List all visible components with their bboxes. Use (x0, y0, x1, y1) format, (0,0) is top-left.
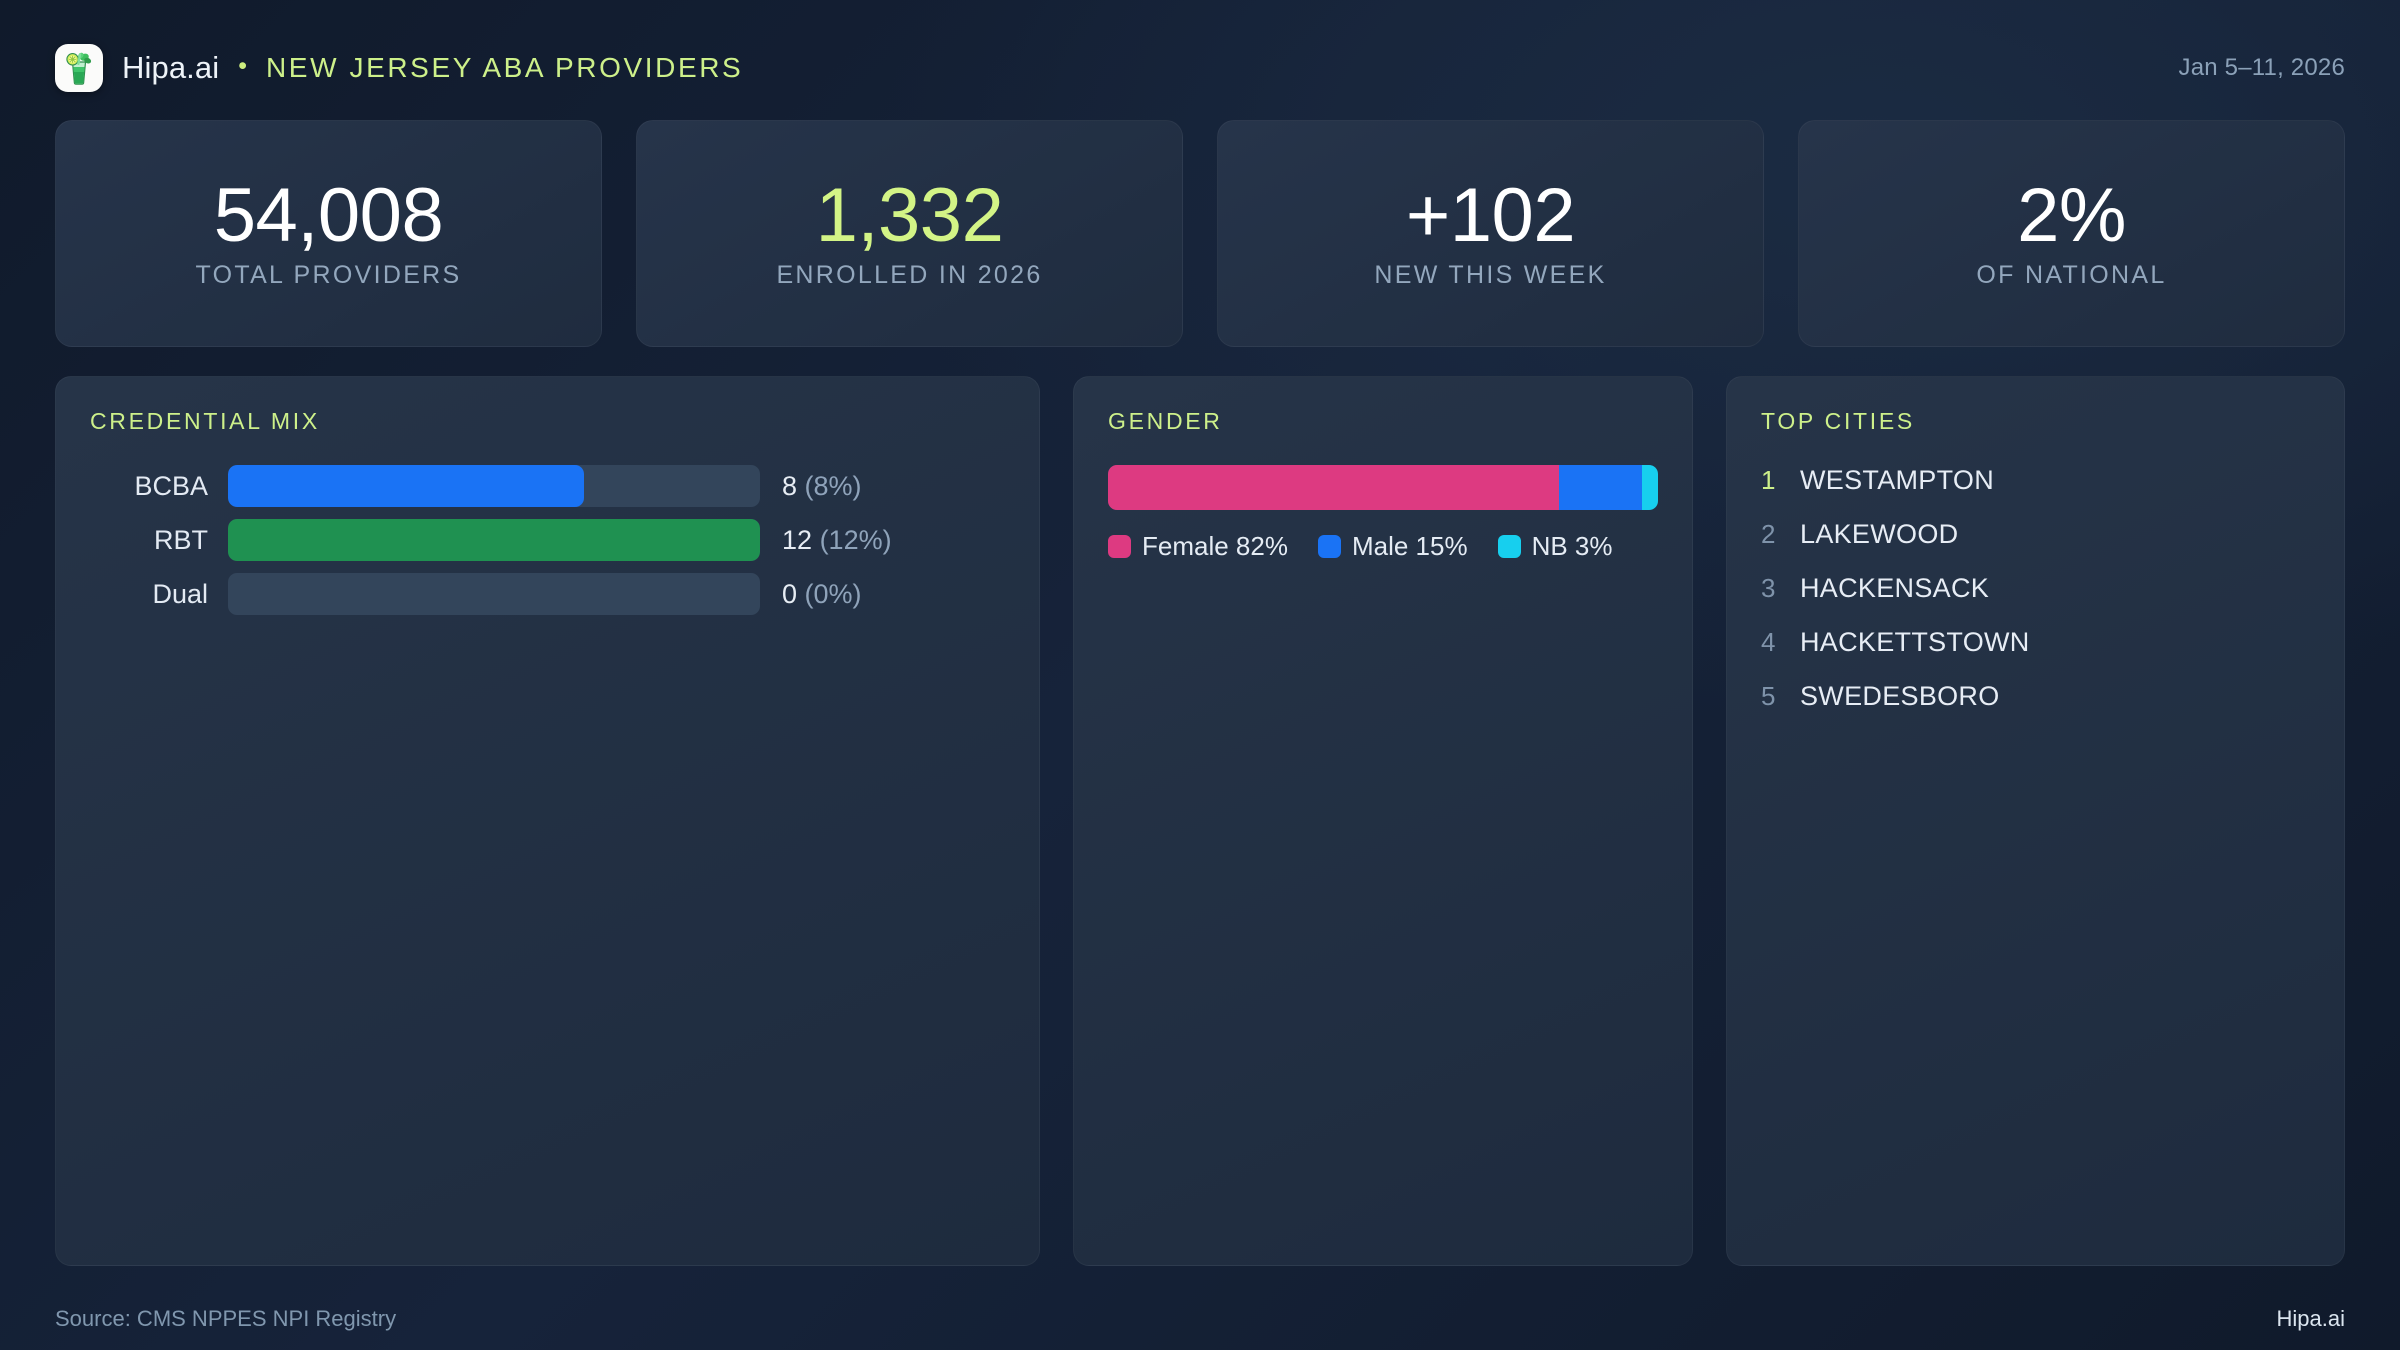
brand-name: Hipa.ai (122, 50, 220, 85)
kpi-label: TOTAL PROVIDERS (195, 260, 462, 289)
footer-brand: Hipa.ai (2276, 1306, 2345, 1331)
city-rank: 1 (1761, 465, 1776, 495)
credential-label: Dual (152, 578, 208, 609)
credential-percent: (12%) (819, 524, 892, 555)
kpi-card-of-national: 2% OF NATIONAL (1798, 120, 2345, 347)
credential-track (228, 465, 760, 507)
panel-gender: GENDER Female 82% Male 15% NB 3% (1073, 376, 1693, 1266)
credential-stat: 0 (0%) (760, 579, 862, 610)
legend-label: Male 15% (1351, 531, 1468, 561)
header: Hipa.ai • NEW JERSEY ABA PROVIDERS Jan 5… (55, 34, 2345, 102)
credential-label: BCBA (134, 470, 208, 501)
kpi-label: NEW THIS WEEK (1374, 260, 1607, 289)
kpi-card-enrolled: 1,332 ENROLLED IN 2026 (636, 120, 1183, 347)
gender-segment-nb (1641, 465, 1658, 510)
panel-credential-mix: CREDENTIAL MIX BCBA 8 (8%) RBT (55, 376, 1040, 1266)
footer-source: Source: CMS NPPES NPI Registry (55, 1306, 397, 1331)
brand-block: Hipa.ai • NEW JERSEY ABA PROVIDERS (55, 44, 743, 92)
gender-segment-male (1559, 465, 1642, 510)
city-name: LAKEWOOD (1800, 519, 1959, 549)
list-item: 2 LAKEWOOD (1761, 519, 2310, 561)
legend-item-male: Male 15% (1317, 531, 1468, 562)
kpi-row: 54,008 TOTAL PROVIDERS 1,332 ENROLLED IN… (55, 120, 2345, 347)
kpi-label: ENROLLED IN 2026 (776, 260, 1043, 289)
city-name: HACKETTSTOWN (1800, 627, 2030, 657)
credential-stat: 8 (8%) (760, 471, 862, 502)
city-list: 1 WESTAMPTON 2 LAKEWOOD 3 HACKENSACK 4 H… (1761, 465, 2310, 723)
kpi-card-new-this-week: +102 NEW THIS WEEK (1217, 120, 1764, 347)
gender-stacked-bar (1108, 465, 1658, 510)
credential-row: BCBA 8 (8%) (90, 465, 1005, 507)
gender-segment-female (1108, 465, 1559, 510)
legend-swatch-icon (1497, 535, 1521, 558)
kpi-value: +102 (1405, 173, 1576, 259)
list-item: 5 SWEDESBORO (1761, 681, 2310, 723)
legend-item-nb: NB 3% (1497, 531, 1613, 562)
panel-top-cities: TOP CITIES 1 WESTAMPTON 2 LAKEWOOD 3 HAC… (1726, 376, 2345, 1266)
credential-track (228, 573, 760, 615)
credential-count: 8 (782, 470, 798, 501)
gender-legend: Female 82% Male 15% NB 3% (1108, 531, 1658, 562)
legend-swatch-icon (1108, 535, 1131, 558)
credential-row: RBT 12 (12%) (90, 519, 1005, 561)
legend-swatch-icon (1317, 535, 1341, 558)
date-range: Jan 5–11, 2026 (2178, 54, 2345, 81)
city-rank: 3 (1761, 573, 1776, 603)
mojito-glass-icon (55, 44, 103, 92)
credential-stat: 12 (12%) (760, 525, 892, 556)
city-rank: 5 (1761, 681, 1776, 711)
kpi-value: 1,332 (815, 173, 1004, 259)
list-item: 4 HACKETTSTOWN (1761, 627, 2310, 669)
brand-separator: • (238, 51, 247, 80)
city-rank: 4 (1761, 627, 1776, 657)
kpi-value: 54,008 (213, 173, 444, 259)
credential-label: RBT (154, 524, 208, 555)
city-name: SWEDESBORO (1800, 681, 2000, 711)
credential-count: 12 (782, 524, 813, 555)
credential-fill (228, 465, 585, 507)
panel-title: CREDENTIAL MIX (90, 408, 320, 434)
city-rank: 2 (1761, 519, 1776, 549)
footer: Source: CMS NPPES NPI Registry Hipa.ai (55, 1288, 2345, 1350)
legend-label: Female 82% (1142, 531, 1288, 561)
panel-title: GENDER (1108, 408, 1223, 434)
panels-row: CREDENTIAL MIX BCBA 8 (8%) RBT (55, 376, 2345, 1288)
list-item: 1 WESTAMPTON (1761, 465, 2310, 507)
credential-bar-list: BCBA 8 (8%) RBT 12 ( (90, 465, 1005, 615)
legend-label: NB 3% (1531, 531, 1613, 561)
credential-fill (228, 519, 760, 561)
city-name: HACKENSACK (1800, 573, 1990, 603)
page-title: NEW JERSEY ABA PROVIDERS (265, 52, 744, 83)
list-item: 3 HACKENSACK (1761, 573, 2310, 615)
credential-count: 0 (782, 578, 798, 609)
kpi-label: OF NATIONAL (1976, 260, 2167, 289)
credential-percent: (8%) (804, 470, 862, 501)
kpi-card-total-providers: 54,008 TOTAL PROVIDERS (55, 120, 602, 347)
kpi-value: 2% (2017, 173, 2126, 259)
legend-item-female: Female 82% (1108, 531, 1288, 562)
city-name: WESTAMPTON (1800, 465, 1995, 495)
credential-row: Dual 0 (0%) (90, 573, 1005, 615)
panel-title: TOP CITIES (1761, 408, 1915, 434)
credential-track (228, 519, 760, 561)
credential-percent: (0%) (804, 578, 862, 609)
